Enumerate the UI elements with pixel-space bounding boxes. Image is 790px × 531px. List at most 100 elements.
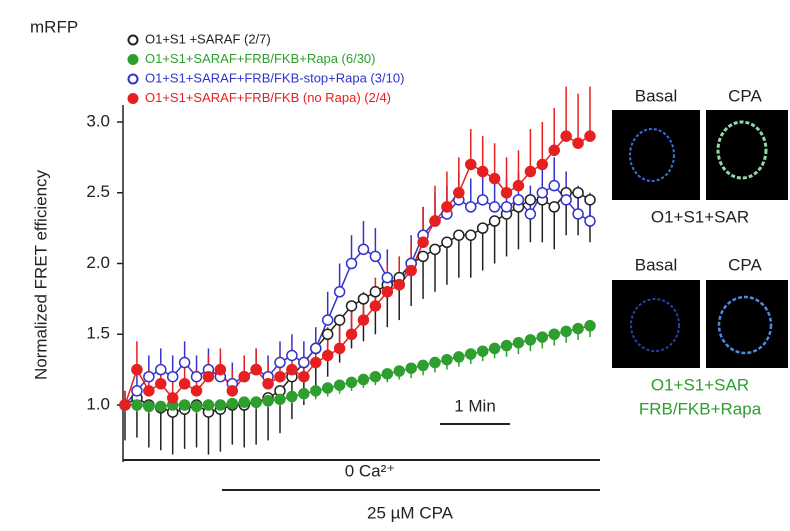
legend-label: O1+S1+SARAF+FRB/FKB-stop+Rapa (3/10)	[145, 70, 404, 85]
data-point	[512, 336, 525, 349]
data-point	[512, 179, 525, 192]
data-point	[405, 264, 417, 277]
data-point	[524, 194, 537, 206]
data-point	[262, 395, 274, 407]
panel-label: CPA	[728, 86, 762, 105]
data-point	[584, 130, 596, 142]
data-point	[429, 243, 441, 256]
data-point	[417, 359, 429, 372]
y-tick-label: 2.5	[86, 182, 110, 201]
data-point	[429, 215, 441, 227]
data-point	[512, 194, 525, 206]
data-point	[143, 400, 155, 413]
data-point	[345, 328, 358, 340]
legend-label: O1+S1 +SARAF (2/7)	[145, 31, 271, 46]
data-point	[298, 370, 310, 383]
data-point	[155, 400, 167, 413]
ca-label: 0 Ca²⁺	[345, 461, 396, 480]
data-point	[524, 208, 537, 220]
data-point	[488, 215, 501, 227]
image	[612, 280, 700, 368]
data-point	[465, 348, 477, 360]
data-point	[274, 356, 286, 369]
data-point	[500, 187, 513, 199]
data-point	[333, 379, 346, 391]
data-point	[465, 158, 477, 171]
data-point	[453, 187, 465, 199]
data-point	[202, 399, 215, 411]
data-point	[381, 286, 394, 298]
data-point	[548, 201, 560, 213]
data-point	[488, 201, 501, 213]
data-point	[357, 243, 370, 256]
data-point	[178, 399, 191, 411]
image	[706, 110, 788, 200]
data-point	[572, 137, 584, 149]
image	[612, 110, 700, 200]
data-point	[369, 300, 382, 312]
data-point	[536, 331, 549, 343]
panel-label: Basal	[635, 255, 678, 274]
panel-caption: O1+S1+SAR	[651, 207, 749, 226]
data-point	[345, 300, 358, 312]
data-point	[286, 363, 298, 376]
legend-label: O1+S1+SARAF+FRB/FKB (no Rapa) (2/4)	[145, 90, 391, 105]
panel-label: CPA	[728, 255, 762, 274]
data-point	[560, 194, 572, 206]
data-point	[333, 286, 346, 298]
data-point	[190, 400, 203, 413]
data-point	[524, 165, 537, 178]
data-point	[357, 373, 370, 386]
data-point	[369, 370, 382, 383]
legend-label: O1+S1+SARAF+FRB/FKB+Rapa (6/30)	[145, 51, 376, 66]
data-point	[119, 399, 131, 411]
data-point	[214, 363, 227, 376]
series-line	[125, 325, 591, 408]
data-point	[393, 365, 405, 377]
y-tick-label: 1.0	[86, 394, 110, 413]
data-point	[453, 229, 465, 241]
data-point	[333, 342, 346, 355]
data-point	[333, 314, 346, 326]
data-point	[548, 328, 560, 340]
data-point	[178, 378, 191, 390]
data-point	[166, 392, 179, 404]
data-point	[143, 385, 155, 397]
y-tick-label: 1.5	[86, 324, 110, 343]
legend-marker	[127, 93, 139, 104]
legend-marker	[127, 54, 139, 65]
legend-marker	[127, 73, 139, 85]
data-point	[500, 201, 513, 213]
data-point	[131, 399, 143, 411]
data-point	[405, 362, 417, 374]
data-point	[298, 356, 310, 369]
data-point	[357, 314, 370, 326]
y-tick-label: 3.0	[86, 111, 110, 130]
series-line	[124, 192, 591, 413]
data-point	[286, 390, 298, 403]
data-point	[166, 370, 179, 383]
data-point	[357, 293, 370, 305]
series-line	[124, 135, 591, 406]
data-point	[238, 396, 250, 408]
panel-caption: FRB/FKB+Rapa	[639, 399, 762, 418]
data-point	[476, 194, 489, 206]
data-point	[143, 370, 155, 383]
data-point	[476, 345, 489, 357]
data-point	[441, 236, 453, 249]
data-point	[548, 144, 560, 157]
panel-label: Basal	[635, 86, 678, 105]
data-point	[321, 328, 334, 340]
series-line	[124, 184, 591, 406]
data-point	[548, 179, 560, 192]
data-point	[286, 349, 298, 362]
data-point	[190, 370, 203, 383]
data-point	[417, 250, 429, 263]
data-point	[226, 385, 239, 397]
chart-title: mRFP	[30, 17, 78, 36]
data-point	[321, 349, 334, 362]
data-point	[190, 385, 203, 397]
data-point	[369, 250, 382, 263]
data-point	[476, 222, 489, 234]
data-point	[488, 342, 501, 355]
